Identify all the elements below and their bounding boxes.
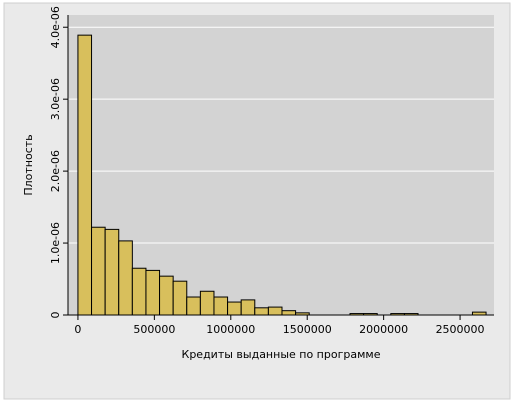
y-tick-label: 4.0e-06 xyxy=(49,6,62,48)
bar xyxy=(227,301,242,316)
bar xyxy=(172,280,188,316)
x-tick-label: 1000000 xyxy=(206,323,255,336)
x-tick-label: 500000 xyxy=(133,323,175,336)
bar xyxy=(213,296,229,316)
y-tick-label: 3.0e-06 xyxy=(49,78,62,120)
y-axis-label: Плотность xyxy=(22,134,35,195)
bar xyxy=(240,299,256,316)
y-tick-label: 2.0e-06 xyxy=(49,150,62,192)
bar xyxy=(131,267,147,316)
bar xyxy=(254,307,269,316)
bar xyxy=(91,226,106,316)
bar xyxy=(281,310,297,316)
x-tick-label: 2500000 xyxy=(436,323,485,336)
bar xyxy=(118,240,133,316)
x-tick-label: 0 xyxy=(74,323,81,336)
y-tick-label: 0 xyxy=(49,312,62,319)
x-tick-label: 1500000 xyxy=(283,323,332,336)
bar xyxy=(267,306,283,316)
bar xyxy=(104,228,120,316)
x-tick-label: 2000000 xyxy=(359,323,408,336)
bar xyxy=(145,269,161,316)
y-tick-label: 1.0e-06 xyxy=(49,222,62,264)
plot-area xyxy=(68,15,494,315)
bar xyxy=(199,290,215,316)
bar xyxy=(77,34,93,316)
bar xyxy=(159,275,174,316)
bar xyxy=(186,296,201,316)
x-axis-label: Кредиты выданные по программе xyxy=(182,348,381,361)
